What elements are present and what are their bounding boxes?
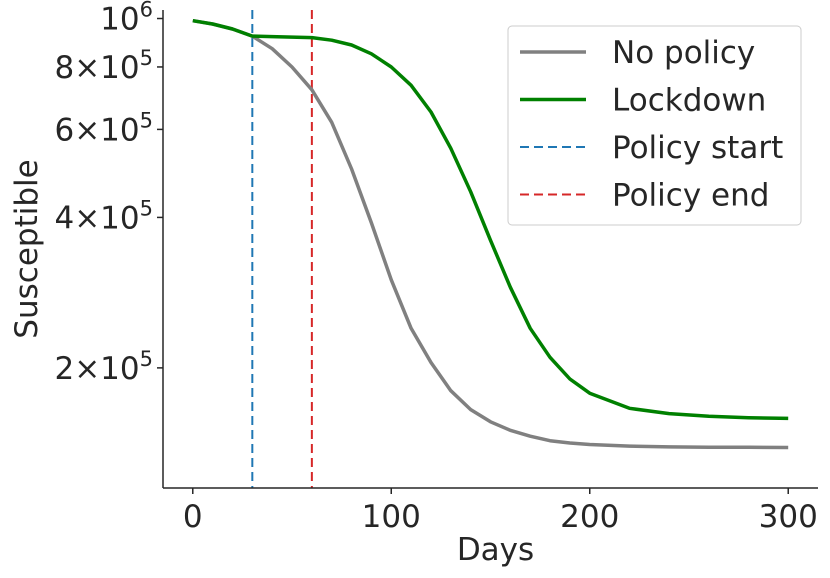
series-line-lockdown xyxy=(192,18,789,421)
x-axis-label: Days xyxy=(457,532,534,568)
legend-label: Policy end xyxy=(612,178,769,214)
x-tick-label: 300 xyxy=(759,499,818,535)
y-tick-exponent: 5 xyxy=(140,347,153,371)
x-tick-label: 200 xyxy=(560,499,619,535)
series-line-no-policy xyxy=(192,18,789,450)
y-tick-mantissa: 2×10 xyxy=(54,351,139,387)
y-tick-label: 8×105 xyxy=(54,46,153,86)
y-tick-mantissa: 4×10 xyxy=(54,200,139,236)
legend-label: Lockdown xyxy=(612,83,766,119)
y-tick-exponent: 6 xyxy=(140,0,153,22)
y-axis-label: Susceptible xyxy=(9,159,45,338)
y-tick-exponent: 5 xyxy=(140,108,153,132)
legend-label: Policy start xyxy=(612,130,783,166)
legend-box xyxy=(507,25,802,226)
x-tick-label: 0 xyxy=(183,499,203,535)
y-tick-mantissa: 6×10 xyxy=(54,112,139,148)
y-tick-label: 106 xyxy=(100,0,153,38)
y-tick-exponent: 5 xyxy=(140,46,153,70)
legend-label: No policy xyxy=(612,35,755,71)
y-tick-label: 2×105 xyxy=(54,347,153,387)
y-tick-label: 6×105 xyxy=(54,108,153,148)
y-tick-label: 4×105 xyxy=(54,196,153,236)
plot-area xyxy=(192,10,789,488)
x-tick-label: 100 xyxy=(362,499,421,535)
y-tick-exponent: 5 xyxy=(140,196,153,220)
y-tick-mantissa: 8×10 xyxy=(54,50,139,86)
y-tick-mantissa: 10 xyxy=(100,2,139,38)
axes: 0 100 200 3002×1054×1056×1058×105106DaysSus… xyxy=(9,0,818,568)
legend: No policy Lockdown Policy start Policy end xyxy=(507,25,802,226)
